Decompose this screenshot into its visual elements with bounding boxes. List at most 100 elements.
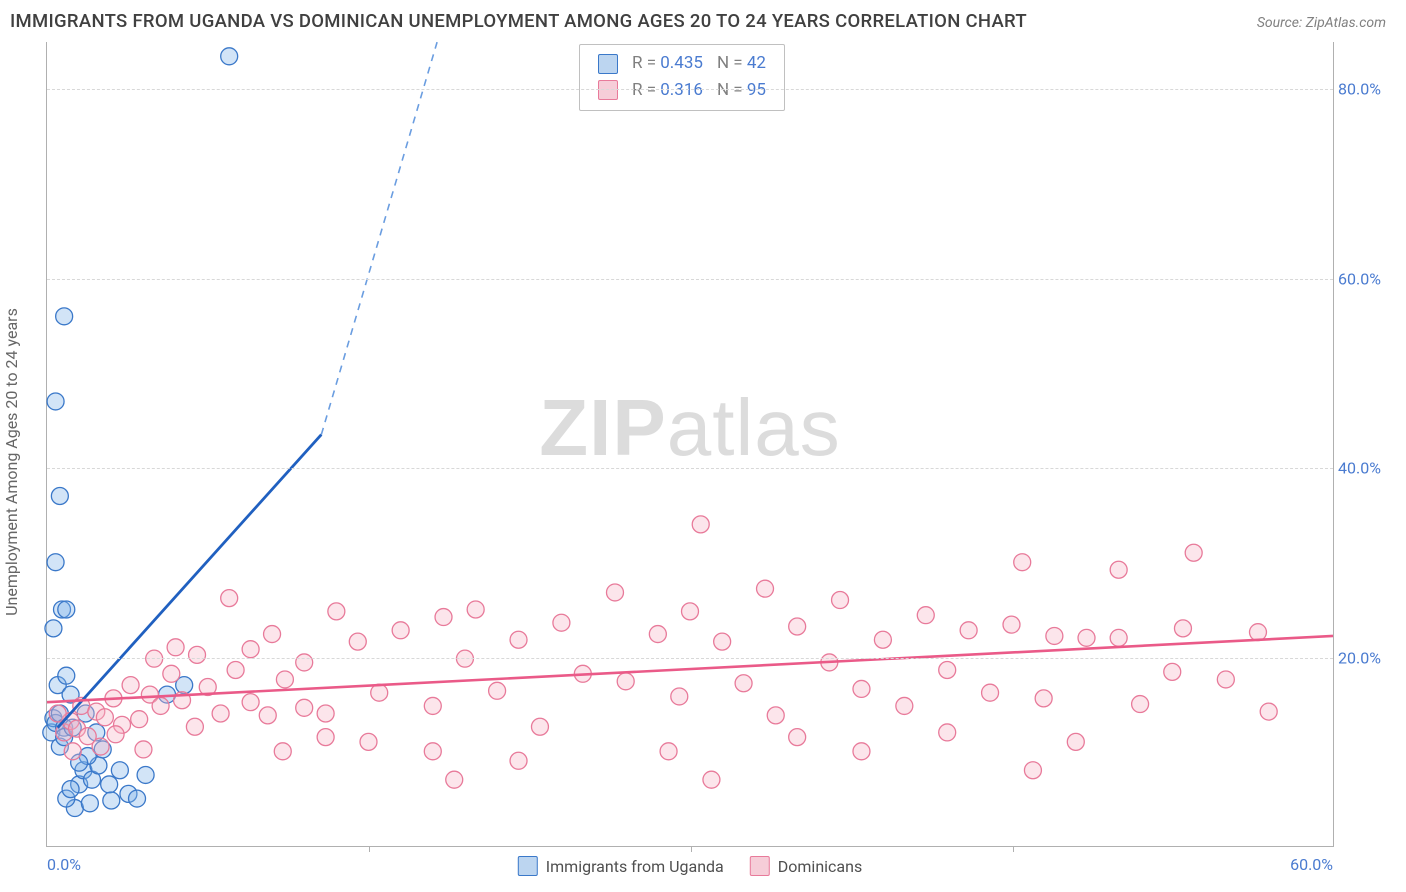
data-point <box>317 729 334 746</box>
data-point <box>874 631 891 648</box>
data-point <box>1035 690 1052 707</box>
data-point <box>221 48 238 65</box>
data-point <box>692 516 709 533</box>
x-tick-mark <box>369 846 370 852</box>
legend-swatch <box>598 54 618 74</box>
x-tick-mark <box>1013 846 1014 852</box>
data-point <box>1003 616 1020 633</box>
data-point <box>103 792 120 809</box>
y-axis-title: Unemployment Among Ages 20 to 24 years <box>2 308 21 616</box>
data-point <box>96 709 113 726</box>
data-point <box>606 584 623 601</box>
legend-n-value: 42 <box>747 53 766 73</box>
data-point <box>111 762 128 779</box>
data-point <box>982 684 999 701</box>
data-point <box>259 707 276 724</box>
data-point <box>274 743 291 760</box>
data-point <box>896 697 913 714</box>
gridline <box>47 279 1333 280</box>
data-point <box>264 626 281 643</box>
data-point <box>135 741 152 758</box>
legend-swatch <box>750 856 770 876</box>
data-point <box>1046 627 1063 644</box>
correlation-legend: R = 0.435N = 42R = 0.316N = 95 <box>579 44 785 111</box>
plot-container: Unemployment Among Ages 20 to 24 years Z… <box>0 42 1406 892</box>
data-point <box>424 743 441 760</box>
data-point <box>767 707 784 724</box>
data-point <box>131 711 148 728</box>
data-point <box>212 705 229 722</box>
data-point <box>939 662 956 679</box>
data-point <box>47 554 64 571</box>
gridline <box>47 658 1333 659</box>
x-tick-mark <box>691 846 692 852</box>
data-point <box>47 393 64 410</box>
data-point <box>101 776 118 793</box>
data-point <box>757 580 774 597</box>
data-point <box>456 650 473 667</box>
trend-line <box>321 42 437 434</box>
data-point <box>221 590 238 607</box>
legend-r-value: 0.435 <box>660 53 703 73</box>
y-tick-label: 60.0% <box>1338 269 1393 288</box>
data-point <box>392 622 409 639</box>
series-legend: Immigrants from Uganda Dominicans <box>518 856 862 876</box>
legend-item: Immigrants from Uganda <box>518 856 724 876</box>
plot-area: ZIPatlas R = 0.435N = 42R = 0.316N = 95 … <box>46 42 1334 847</box>
data-point <box>167 639 184 656</box>
data-point <box>81 795 98 812</box>
data-point <box>1014 554 1031 571</box>
data-point <box>163 665 180 682</box>
data-point <box>1110 629 1127 646</box>
gridline <box>47 89 1333 90</box>
data-point <box>107 726 124 743</box>
data-point <box>735 675 752 692</box>
data-point <box>832 592 849 609</box>
y-tick-label: 20.0% <box>1338 648 1393 667</box>
legend-swatch <box>518 856 538 876</box>
legend-n-label: N = <box>717 53 747 73</box>
data-point <box>1249 624 1266 641</box>
data-point <box>660 743 677 760</box>
data-point <box>853 680 870 697</box>
legend-label: Dominicans <box>778 857 862 876</box>
data-point <box>137 766 154 783</box>
data-point <box>51 488 68 505</box>
data-point <box>122 677 139 694</box>
data-point <box>531 718 548 735</box>
data-point <box>62 781 79 798</box>
data-point <box>186 718 203 735</box>
data-point <box>467 601 484 618</box>
scatter-svg <box>47 42 1333 846</box>
data-point <box>1217 671 1234 688</box>
legend-label: Immigrants from Uganda <box>546 857 724 876</box>
gridline <box>47 468 1333 469</box>
data-point <box>56 308 73 325</box>
data-point <box>146 650 163 667</box>
data-point <box>424 697 441 714</box>
data-point <box>242 641 259 658</box>
data-point <box>129 790 146 807</box>
source-attribution: Source: ZipAtlas.com <box>1257 15 1386 31</box>
data-point <box>853 743 870 760</box>
data-point <box>1132 696 1149 713</box>
data-point <box>1110 561 1127 578</box>
data-point <box>510 752 527 769</box>
data-point <box>64 743 81 760</box>
data-point <box>296 654 313 671</box>
data-point <box>714 633 731 650</box>
data-point <box>789 729 806 746</box>
data-point <box>92 738 109 755</box>
data-point <box>1185 544 1202 561</box>
data-point <box>510 631 527 648</box>
data-point <box>553 614 570 631</box>
data-point <box>58 667 75 684</box>
data-point <box>617 673 634 690</box>
data-point <box>360 733 377 750</box>
y-tick-label: 80.0% <box>1338 80 1393 99</box>
data-point <box>328 603 345 620</box>
data-point <box>1260 703 1277 720</box>
data-point <box>960 622 977 639</box>
data-point <box>276 671 293 688</box>
data-point <box>917 607 934 624</box>
